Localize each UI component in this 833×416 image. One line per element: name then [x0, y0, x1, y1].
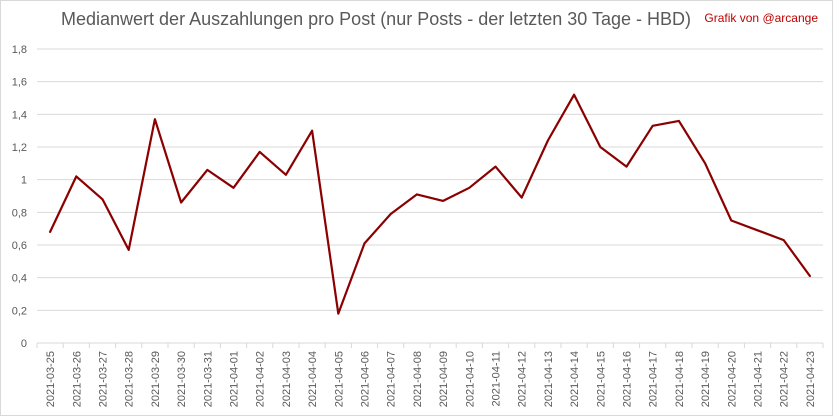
y-tick-label: 1,4: [12, 109, 27, 121]
y-tick-label: 1,8: [12, 44, 27, 56]
x-tick-label: 2021-04-15: [595, 351, 607, 407]
y-tick-label: 1: [21, 175, 27, 187]
x-tick-label: 2021-04-03: [281, 351, 293, 407]
x-tick-label: 2021-03-29: [150, 351, 162, 407]
x-tick-label: 2021-04-06: [360, 351, 372, 407]
x-tick-label: 2021-04-07: [386, 351, 398, 407]
data-point: [678, 120, 680, 122]
data-point: [730, 220, 732, 222]
data-point: [390, 213, 392, 215]
data-point: [233, 187, 235, 189]
x-tick-label: 2021-04-12: [517, 351, 529, 407]
data-point: [599, 146, 601, 148]
data-point: [468, 187, 470, 189]
data-point: [337, 313, 339, 315]
data-point: [102, 198, 104, 200]
data-point: [285, 174, 287, 176]
data-point: [704, 162, 706, 164]
x-tick-label: 2021-04-18: [674, 351, 686, 407]
data-point: [128, 249, 130, 251]
data-point: [573, 94, 575, 96]
x-tick-label: 2021-04-19: [700, 351, 712, 407]
data-point: [416, 193, 418, 195]
x-tick-label: 2021-04-21: [753, 351, 765, 407]
data-point: [757, 229, 759, 231]
y-tick-label: 1,2: [12, 142, 27, 154]
x-tick-label: 2021-04-14: [569, 351, 581, 407]
y-tick-label: 0: [21, 338, 27, 350]
y-tick-label: 0,2: [12, 305, 27, 317]
y-tick-label: 1,6: [12, 77, 27, 89]
data-point: [626, 166, 628, 168]
x-tick-label: 2021-04-10: [464, 351, 476, 407]
x-tick-label: 2021-03-30: [176, 351, 188, 407]
x-tick-label: 2021-04-01: [229, 351, 241, 407]
data-point: [311, 130, 313, 132]
data-point: [75, 175, 77, 177]
x-tick-label: 2021-03-27: [98, 351, 110, 407]
x-tick-label: 2021-04-20: [726, 351, 738, 407]
x-tick-label: 2021-03-28: [124, 351, 136, 407]
chart-title: Medianwert der Auszahlungen pro Post (nu…: [61, 9, 691, 29]
y-tick-label: 0,8: [12, 207, 27, 219]
data-point: [547, 139, 549, 141]
x-tick-label: 2021-04-04: [307, 351, 319, 407]
x-tick-label: 2021-04-05: [333, 351, 345, 407]
data-point: [154, 118, 156, 120]
data-point: [180, 202, 182, 204]
data-point: [783, 239, 785, 241]
x-tick-label: 2021-04-02: [255, 351, 267, 407]
y-tick-label: 0,6: [12, 240, 27, 252]
chart-credit: Grafik von @arcange: [704, 11, 818, 25]
data-point: [521, 197, 523, 199]
x-tick-label: 2021-04-16: [622, 351, 634, 407]
x-tick-label: 2021-04-22: [779, 351, 791, 407]
x-tick-label: 2021-03-26: [71, 351, 83, 407]
data-point: [495, 166, 497, 168]
x-tick-label: 2021-03-31: [202, 351, 214, 407]
data-point: [364, 242, 366, 244]
data-point: [809, 275, 811, 277]
x-tick-label: 2021-04-08: [412, 351, 424, 407]
y-tick-label: 0,4: [12, 273, 27, 285]
data-point: [259, 151, 261, 153]
x-tick-label: 2021-04-23: [805, 351, 817, 407]
x-tick-label: 2021-03-25: [45, 351, 57, 407]
data-point: [652, 125, 654, 127]
x-tick-label: 2021-04-09: [438, 351, 450, 407]
data-point: [49, 231, 51, 233]
data-series-line: [48, 93, 812, 315]
data-point: [206, 169, 208, 171]
x-tick-label: 2021-04-17: [648, 351, 660, 407]
x-tick-label: 2021-04-11: [491, 351, 503, 406]
data-point: [442, 200, 444, 202]
x-tick-label: 2021-04-13: [543, 351, 555, 407]
